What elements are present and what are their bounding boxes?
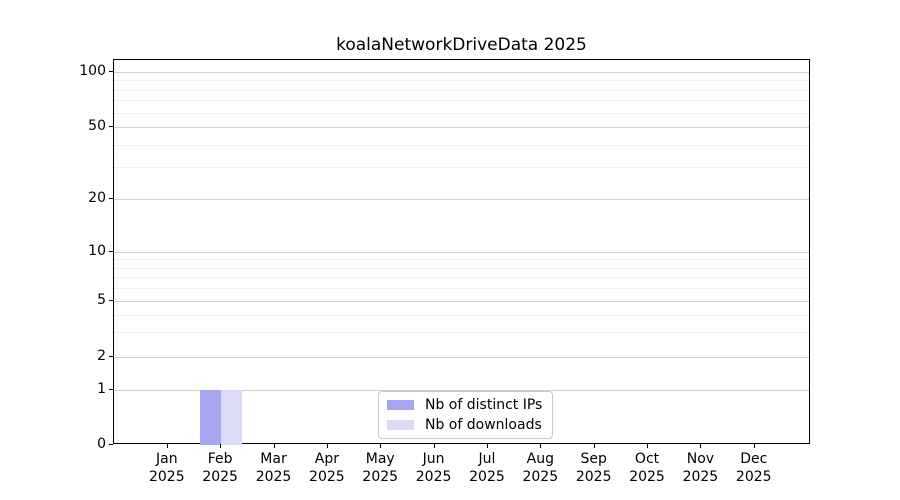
x-tick-feb [220,443,222,448]
legend-label-downloads: Nb of downloads [425,417,542,433]
legend: Nb of distinct IPs Nb of downloads [378,391,553,439]
x-tick-year-aug: 2025 [522,469,559,485]
x-tick-jul [486,443,488,448]
chart-title: koalaNetworkDriveData 2025 [336,35,587,55]
x-tick-label-dec: Dec 2025 [722,450,786,486]
gridline-major-2 [114,356,809,358]
gridline-minor-6 [114,288,809,290]
x-tick-label-jun: Jun 2025 [402,450,466,486]
y-tick-1 [109,389,113,390]
x-tick-year-feb: 2025 [202,469,238,485]
legend-swatch-downloads [387,420,414,430]
x-tick-jan [166,443,168,448]
x-tick-year-jul: 2025 [469,469,505,485]
plot-area [113,59,810,445]
gridline-minor-30 [114,167,809,169]
bar-downloads-feb-2025 [221,390,243,445]
gridline-minor-7 [114,277,809,279]
x-tick-label-sep: Sep 2025 [562,450,626,486]
y-tick-0 [109,443,113,445]
y-tick-label-0: 0 [97,435,106,452]
y-tick-2 [109,355,113,357]
gridline-minor-40 [114,144,809,146]
gridline-minor-60 [114,112,809,114]
x-tick-year-nov: 2025 [682,469,719,485]
x-tick-oct [647,443,649,448]
y-tick-10 [109,251,113,252]
y-tick-label-10: 10 [88,243,106,259]
x-tick-year-may: 2025 [362,469,399,485]
legend-label-distinct-ips: Nb of distinct IPs [425,397,543,413]
x-tick-label-feb: Feb 2025 [188,450,252,486]
gridline-minor-90 [114,80,809,82]
legend-entry-distinct-ips: Nb of distinct IPs [379,397,552,413]
x-tick-dec [753,443,755,448]
y-tick-label-100: 100 [79,63,106,79]
x-tick-label-may: May 2025 [348,450,412,486]
x-tick-aug [540,443,542,448]
y-tick-50 [109,126,113,127]
x-tick-sep [593,443,595,448]
gridline-major-50 [114,127,809,128]
x-tick-apr [326,443,328,448]
x-tick-year-apr: 2025 [309,469,345,485]
gridline-major-20 [114,199,809,200]
gridline-minor-9 [114,259,809,261]
x-tick-label-apr: Apr 2025 [295,450,359,486]
gridline-minor-70 [114,100,809,102]
x-tick-year-jan: 2025 [148,469,185,485]
x-tick-label-jul: Jul 2025 [455,450,519,486]
y-tick-label-5: 5 [97,292,106,308]
x-tick-may [380,443,382,448]
x-tick-mar [273,443,275,448]
x-tick-nov [700,443,702,448]
bar-distinct-ips-feb-2025 [199,390,222,445]
x-tick-label-mar: Mar 2025 [242,450,306,486]
x-tick-year-dec: 2025 [735,469,772,485]
y-tick-label-1: 1 [97,381,106,397]
gridline-major-5 [114,301,809,302]
y-tick-20 [109,198,113,199]
x-tick-label-jan: Jan 2025 [135,450,199,486]
x-tick-year-mar: 2025 [255,469,292,485]
gridline-minor-8 [114,267,809,269]
gridline-minor-80 [114,89,809,91]
x-tick-year-sep: 2025 [575,469,612,485]
gridline-minor-3 [114,331,809,333]
x-tick-jun [433,443,435,448]
gridline-major-1 [114,390,809,391]
gridline-minor-4 [114,314,809,316]
x-tick-label-aug: Aug 2025 [508,450,572,486]
x-tick-year-oct: 2025 [629,469,665,485]
x-tick-label-oct: Oct 2025 [615,450,679,486]
gridline-major-100 [114,72,809,73]
y-tick-label-2: 2 [97,347,106,364]
gridline-major-10 [114,252,809,253]
y-tick-label-50: 50 [88,118,106,134]
x-tick-label-nov: Nov 2025 [668,450,732,486]
legend-swatch-distinct-ips [387,400,414,410]
y-tick-5 [109,300,113,301]
x-tick-year-jun: 2025 [415,469,452,485]
y-tick-label-20: 20 [88,190,106,206]
legend-entry-downloads: Nb of downloads [379,417,552,433]
y-tick-100 [109,71,113,72]
